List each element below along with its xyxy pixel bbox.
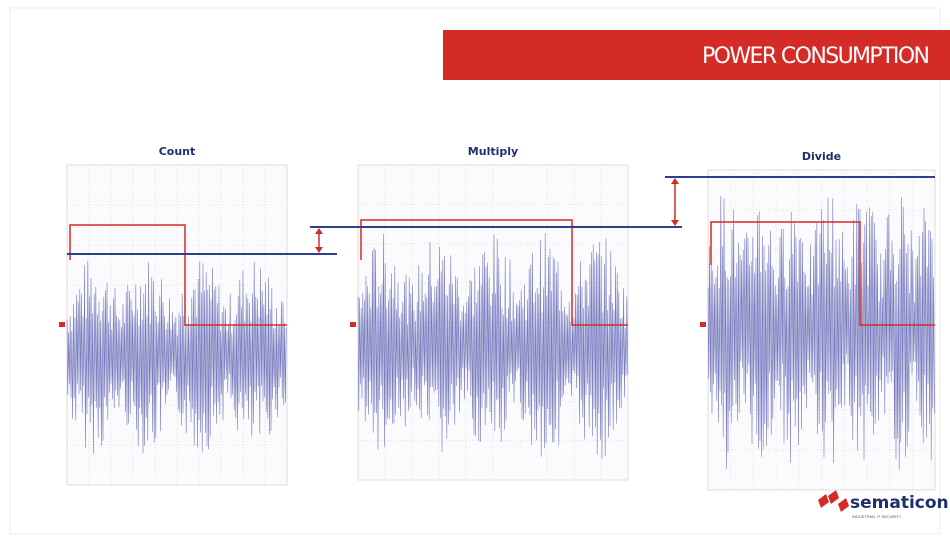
level-marker <box>700 322 706 327</box>
slide-canvas: POWER CONSUMPTION sematicon INDUSTRIAL I… <box>0 0 950 540</box>
scope-panel: Count <box>59 145 337 485</box>
slide: POWER CONSUMPTION sematicon INDUSTRIAL I… <box>0 0 950 540</box>
panel-title: Count <box>159 145 196 158</box>
panel-title: Multiply <box>468 145 518 158</box>
logo-mark <box>818 490 849 512</box>
scope-panel: Multiply <box>310 145 682 480</box>
logo: sematicon INDUSTRIAL IT SECURITY <box>818 490 949 519</box>
scope-panel: Divide <box>665 150 935 490</box>
logo-name: sematicon <box>850 493 949 513</box>
logo-tagline: INDUSTRIAL IT SECURITY <box>852 514 902 519</box>
panel-title: Divide <box>802 150 841 163</box>
banner-title: POWER CONSUMPTION <box>702 44 930 69</box>
level-marker <box>59 322 65 327</box>
level-marker <box>350 322 356 327</box>
